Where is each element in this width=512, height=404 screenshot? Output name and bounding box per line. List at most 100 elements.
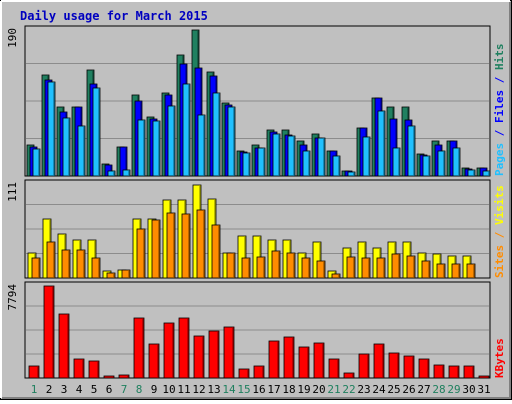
bar-kbytes-day-6 — [103, 375, 115, 379]
bar-sites-day-11 — [181, 213, 191, 279]
bar-pages-day-11 — [182, 83, 191, 177]
bar-sites-day-28 — [436, 263, 446, 279]
legend-2: Sites / Visits — [493, 185, 506, 278]
bar-pages-day-13 — [212, 92, 221, 177]
day-label-19: 19 — [297, 383, 310, 396]
bar-pages-day-9 — [152, 120, 161, 177]
day-label-30: 30 — [462, 383, 475, 396]
day-label-4: 4 — [76, 383, 83, 396]
day-label-20: 20 — [312, 383, 325, 396]
bar-kbytes-day-3 — [58, 313, 70, 379]
bar-pages-day-28 — [437, 150, 446, 177]
bar-sites-day-21 — [331, 273, 341, 279]
bar-kbytes-day-15 — [238, 368, 250, 379]
bar-kbytes-day-20 — [313, 342, 325, 379]
day-label-17: 17 — [267, 383, 280, 396]
bar-pages-day-19 — [302, 150, 311, 177]
bar-kbytes-day-13 — [208, 330, 220, 379]
day-label-11: 11 — [177, 383, 190, 396]
bar-kbytes-day-22 — [343, 372, 355, 379]
bar-pages-day-25 — [392, 147, 401, 177]
day-label-25: 25 — [387, 383, 400, 396]
bar-kbytes-day-31 — [478, 375, 490, 379]
bar-kbytes-day-7 — [118, 374, 130, 379]
bar-kbytes-day-8 — [133, 317, 145, 379]
bar-sites-day-17 — [271, 250, 281, 279]
bar-sites-day-8 — [136, 228, 146, 279]
bar-kbytes-day-4 — [73, 358, 85, 379]
bar-sites-day-25 — [391, 253, 401, 279]
bar-sites-day-16 — [256, 256, 266, 279]
bar-kbytes-day-19 — [298, 346, 310, 379]
y-max-label: 190 — [6, 28, 19, 48]
bar-kbytes-day-18 — [283, 336, 295, 379]
bar-sites-day-5 — [91, 257, 101, 279]
bar-sites-day-18 — [286, 252, 296, 279]
bar-sites-day-7 — [121, 269, 131, 279]
day-label-28: 28 — [432, 383, 445, 396]
bar-sites-day-10 — [166, 212, 176, 279]
bar-pages-day-1 — [32, 148, 41, 177]
day-label-18: 18 — [282, 383, 295, 396]
day-label-24: 24 — [372, 383, 386, 396]
day-labels: 1 2 3 4 5 6 7 8 9 10 11 12 13 14 15 16 17 18 19 20 21 22 23 24 2… — [31, 383, 491, 396]
bar-pages-day-6 — [107, 170, 116, 177]
day-label-5: 5 — [91, 383, 98, 396]
bar-pages-day-2 — [47, 81, 56, 177]
panel-2: 111 Sites / Visits — [6, 179, 506, 279]
day-label-31: 31 — [477, 383, 490, 396]
bar-pages-day-26 — [407, 125, 416, 177]
panel-3: 7794 KBytes — [6, 281, 506, 379]
bar-kbytes-day-16 — [253, 365, 265, 379]
bar-sites-day-2 — [46, 241, 56, 279]
bar-sites-day-1 — [31, 257, 41, 279]
bar-sites-day-14 — [226, 252, 236, 279]
bar-pages-day-14 — [227, 106, 236, 177]
bar-pages-day-22 — [347, 171, 356, 177]
bar-pages-day-10 — [167, 105, 176, 177]
bar-pages-day-29 — [452, 147, 461, 177]
bar-sites-day-26 — [406, 255, 416, 279]
bar-pages-day-5 — [92, 87, 101, 177]
day-label-8: 8 — [136, 383, 143, 396]
day-label-13: 13 — [207, 383, 220, 396]
day-label-21: 21 — [327, 383, 340, 396]
day-label-16: 16 — [252, 383, 265, 396]
bar-kbytes-day-24 — [373, 343, 385, 379]
chart-title: Daily usage for March 2015 — [20, 9, 208, 23]
y-max-label: 7794 — [6, 284, 19, 311]
bar-sites-day-12 — [196, 209, 206, 279]
bar-pages-day-16 — [257, 147, 266, 177]
bar-pages-day-15 — [242, 152, 251, 177]
bar-sites-day-20 — [316, 260, 326, 279]
bar-kbytes-day-30 — [463, 365, 475, 379]
bar-pages-day-8 — [137, 119, 146, 177]
bar-sites-day-13 — [211, 224, 221, 279]
bar-kbytes-day-23 — [358, 353, 370, 379]
bar-kbytes-day-5 — [88, 360, 100, 379]
day-label-14: 14 — [222, 383, 236, 396]
bar-pages-day-24 — [377, 110, 386, 177]
bar-kbytes-day-9 — [148, 343, 160, 379]
day-label-6: 6 — [106, 383, 113, 396]
day-label-9: 9 — [151, 383, 158, 396]
bar-pages-day-31 — [482, 170, 491, 177]
bar-pages-day-7 — [122, 169, 131, 177]
bar-pages-day-27 — [422, 155, 431, 177]
bar-sites-day-24 — [376, 257, 386, 279]
day-label-26: 26 — [402, 383, 415, 396]
bar-sites-day-22 — [346, 256, 356, 279]
day-label-22: 22 — [342, 383, 355, 396]
bar-pages-day-4 — [77, 125, 86, 177]
bar-pages-day-3 — [62, 117, 71, 177]
bar-pages-day-17 — [272, 133, 281, 177]
legend-3: KBytes — [493, 338, 506, 378]
bar-pages-day-20 — [317, 137, 326, 177]
bar-pages-day-21 — [332, 155, 341, 177]
bar-pages-day-30 — [467, 169, 476, 177]
panel-1: 190 Pages / Files / Hits — [6, 25, 506, 177]
day-label-15: 15 — [237, 383, 250, 396]
bar-kbytes-day-11 — [178, 317, 190, 379]
